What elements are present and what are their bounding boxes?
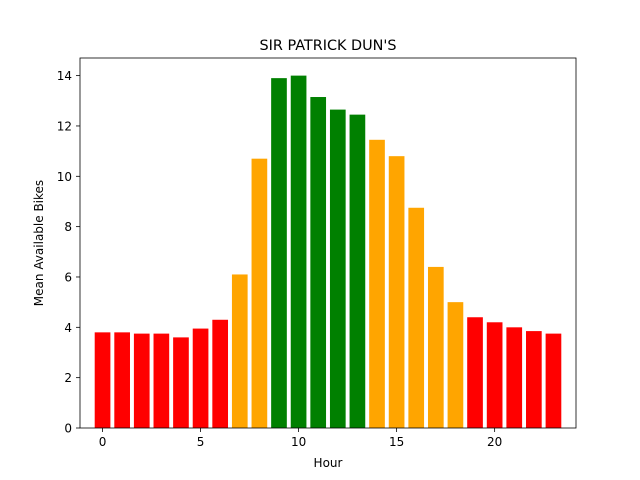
bar-hour-21 xyxy=(506,327,523,428)
x-axis-ticks: 0 5 10 15 20 xyxy=(99,428,502,449)
x-axis-label: Hour xyxy=(314,456,343,470)
y-axis-label: Mean Available Bikes xyxy=(32,180,46,306)
y-axis-ticks: 0 2 4 6 8 10 12 14 xyxy=(57,69,80,436)
x-tick-label: 20 xyxy=(487,435,502,449)
bar-hour-6 xyxy=(212,319,229,428)
bar-hour-13 xyxy=(349,114,366,428)
y-tick-label: 2 xyxy=(64,371,72,385)
bars-group xyxy=(94,75,562,429)
bar-hour-7 xyxy=(231,274,248,428)
y-tick-label: 14 xyxy=(57,69,72,83)
bar-hour-15 xyxy=(388,156,405,428)
y-tick-label: 12 xyxy=(57,119,72,133)
bar-hour-20 xyxy=(486,322,503,428)
x-tick-label: 5 xyxy=(197,435,205,449)
bar-hour-5 xyxy=(192,328,209,428)
bar-hour-14 xyxy=(369,139,385,428)
chart-title: SIR PATRICK DUN'S xyxy=(260,38,397,54)
y-tick-label: 10 xyxy=(57,170,72,184)
bar-hour-17 xyxy=(427,266,444,428)
bar-hour-3 xyxy=(153,333,170,428)
y-tick-label: 4 xyxy=(64,321,72,335)
plot-frame xyxy=(79,57,577,429)
bar-hour-0 xyxy=(94,332,111,428)
y-tick-label: 0 xyxy=(64,422,72,436)
bar-hour-4 xyxy=(173,337,189,428)
bar-hour-8 xyxy=(251,158,268,428)
bar-hour-9 xyxy=(271,78,287,429)
bar-hour-22 xyxy=(526,331,542,428)
bar-hour-18 xyxy=(447,302,464,428)
bar-hour-10 xyxy=(290,75,307,428)
bar-hour-16 xyxy=(408,207,425,428)
y-tick-label: 8 xyxy=(64,220,72,234)
y-tick-label: 6 xyxy=(64,270,72,284)
x-tick-label: 10 xyxy=(291,435,306,449)
x-tick-label: 0 xyxy=(99,435,107,449)
bar-hour-11 xyxy=(310,97,327,428)
bar-hour-2 xyxy=(133,333,150,428)
bar-hour-12 xyxy=(329,109,346,429)
bar-hour-1 xyxy=(114,332,130,428)
x-tick-label: 15 xyxy=(389,435,404,449)
bar-hour-19 xyxy=(467,317,483,428)
bar-hour-23 xyxy=(545,333,562,428)
